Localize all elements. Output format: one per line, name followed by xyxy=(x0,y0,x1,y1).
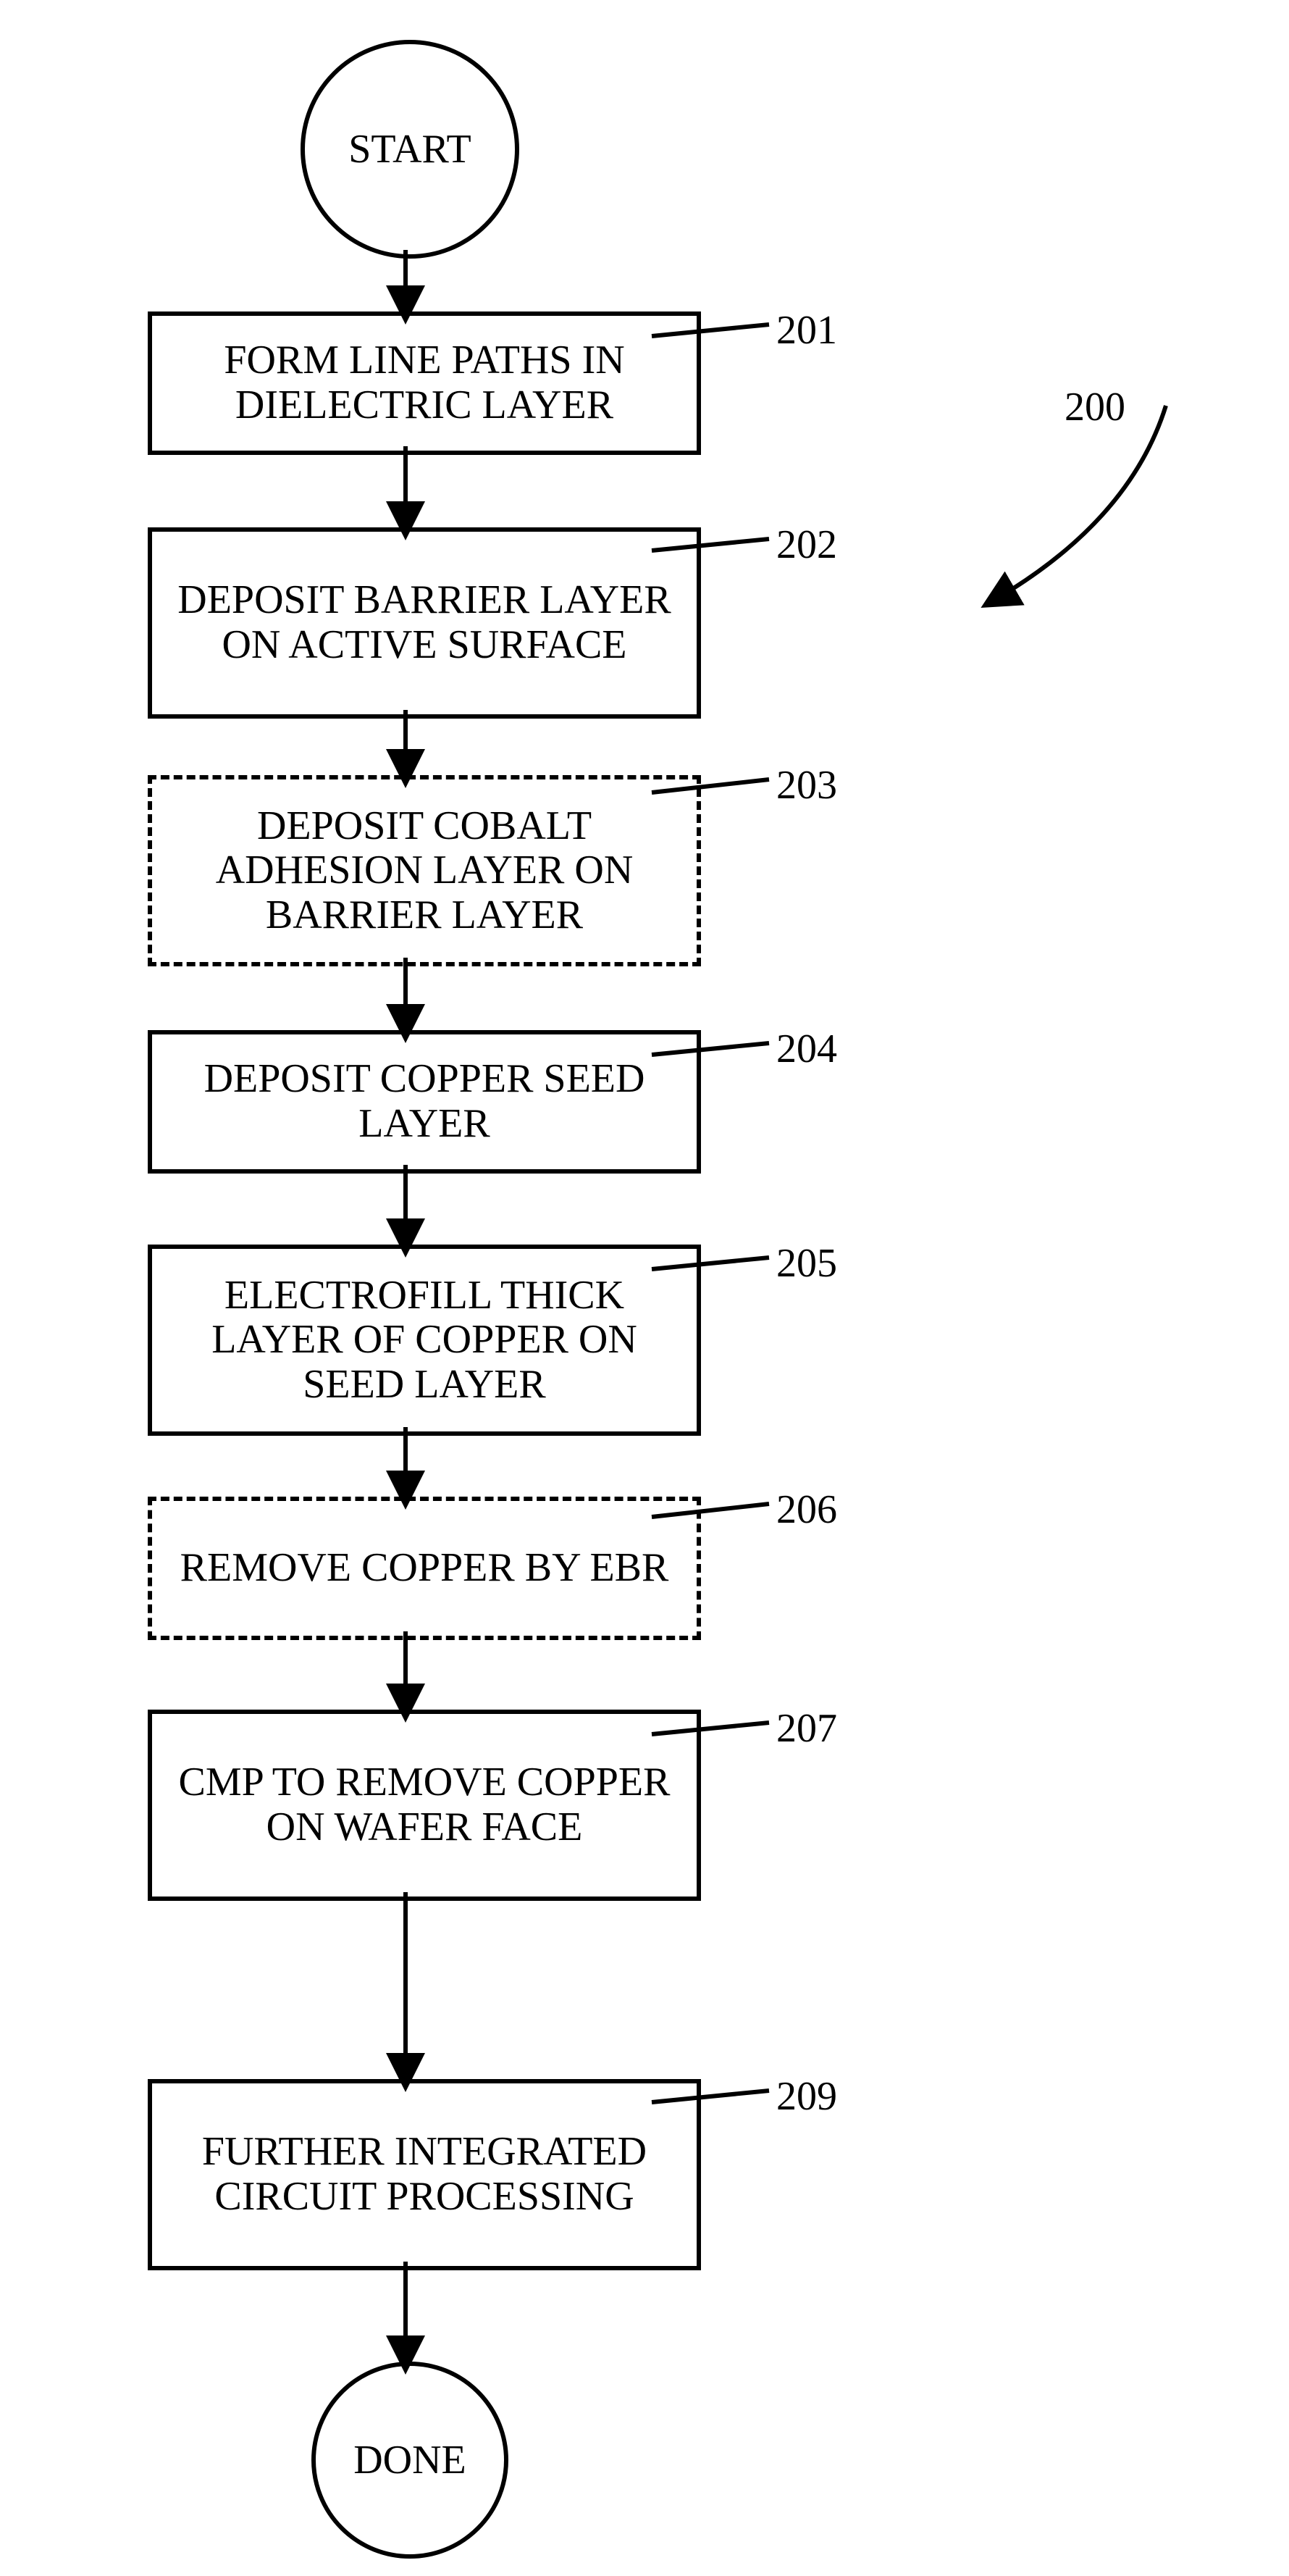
ref-label-202: 202 xyxy=(776,522,837,568)
start-label: START xyxy=(348,126,471,172)
done-terminal: DONE xyxy=(311,2362,508,2559)
ref-label-206: 206 xyxy=(776,1486,837,1533)
step-203-text: DEPOSIT COBALT ADHESION LAYER ON BARRIER… xyxy=(167,804,682,938)
ref-label-204: 204 xyxy=(776,1026,837,1072)
step-202: DEPOSIT BARRIER LAYER ON ACTIVE SURFACE xyxy=(148,527,701,719)
step-204-text: DEPOSIT COPPER SEED LAYER xyxy=(167,1057,682,1146)
done-label: DONE xyxy=(353,2437,466,2483)
step-201-text: FORM LINE PATHS IN DIELECTRIC LAYER xyxy=(167,338,682,427)
ref-label-203: 203 xyxy=(776,762,837,808)
ref-label-205: 205 xyxy=(776,1240,837,1287)
step-209: FURTHER INTEGRATED CIRCUIT PROCESSING xyxy=(148,2079,701,2270)
step-205: ELECTROFILL THICK LAYER OF COPPER ON SEE… xyxy=(148,1245,701,1436)
step-204: DEPOSIT COPPER SEED LAYER xyxy=(148,1030,701,1174)
step-207-text: CMP TO REMOVE COPPER ON WAFER FACE xyxy=(167,1760,682,1849)
ref-label-figure: 200 xyxy=(1065,384,1125,430)
start-terminal: START xyxy=(301,40,519,259)
step-202-text: DEPOSIT BARRIER LAYER ON ACTIVE SURFACE xyxy=(167,578,682,667)
step-206-text: REMOVE COPPER BY EBR xyxy=(180,1546,669,1591)
step-207: CMP TO REMOVE COPPER ON WAFER FACE xyxy=(148,1710,701,1901)
ref-label-207: 207 xyxy=(776,1705,837,1752)
ref-label-209: 209 xyxy=(776,2073,837,2120)
step-209-text: FURTHER INTEGRATED CIRCUIT PROCESSING xyxy=(167,2130,682,2219)
ref-label-201: 201 xyxy=(776,307,837,354)
step-205-text: ELECTROFILL THICK LAYER OF COPPER ON SEE… xyxy=(167,1274,682,1408)
step-206: REMOVE COPPER BY EBR xyxy=(148,1497,701,1640)
step-201: FORM LINE PATHS IN DIELECTRIC LAYER xyxy=(148,311,701,455)
step-203: DEPOSIT COBALT ADHESION LAYER ON BARRIER… xyxy=(148,775,701,966)
figure-label-arrow xyxy=(992,406,1166,601)
